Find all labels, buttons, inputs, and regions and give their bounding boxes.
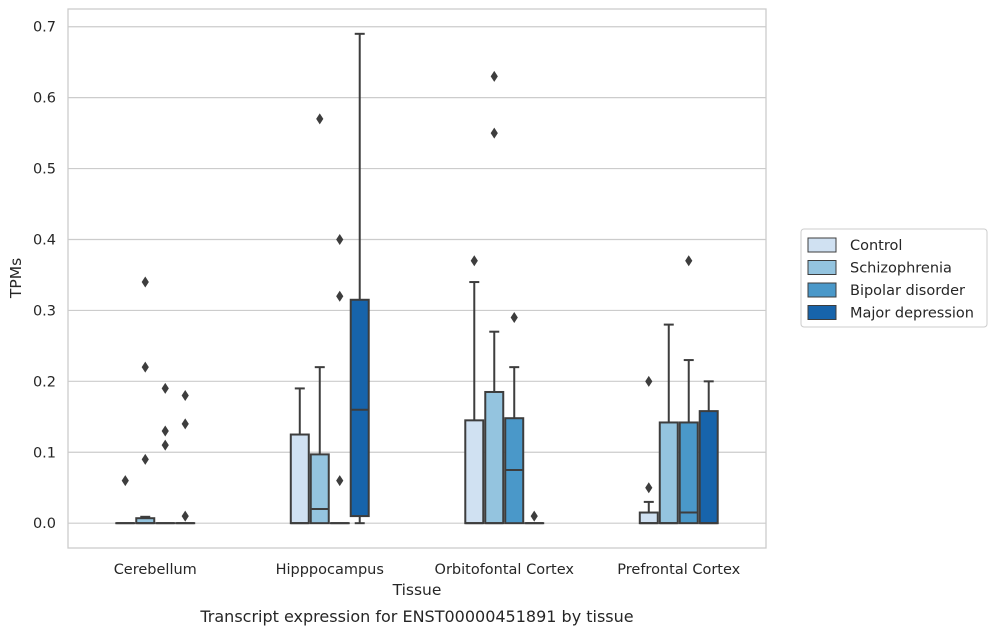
x-tick-label: Cerebellum: [114, 562, 197, 578]
box-body: [660, 422, 678, 523]
y-tick-label: 0.6: [33, 91, 56, 107]
box-body: [351, 300, 369, 516]
box-schizophrenia: [136, 277, 154, 524]
box-body: [465, 420, 483, 523]
y-tick-label: 0.1: [33, 445, 56, 461]
box-major-depression: [525, 511, 543, 524]
outlier-point: [182, 418, 189, 429]
box-layer: [116, 34, 717, 523]
box-schizophrenia: [660, 325, 678, 524]
outlier-point: [531, 511, 538, 522]
y-tick-label: 0.4: [33, 232, 56, 248]
x-tick-label: Orbitofontal Cortex: [435, 562, 575, 578]
box-bipolar-disorder: [680, 255, 698, 523]
box-control: [116, 475, 134, 523]
outlier-point: [491, 71, 498, 82]
outlier-point: [142, 277, 149, 288]
box-major-depression: [700, 381, 718, 523]
outlier-point: [182, 390, 189, 401]
legend-swatch: [808, 261, 836, 275]
outlier-point: [645, 482, 652, 493]
outlier-point: [685, 255, 692, 266]
y-tick-label: 0.0: [33, 516, 56, 532]
legend: Control Schizophrenia Bipolar disorder Majo…: [801, 229, 987, 327]
box-body: [485, 392, 503, 523]
legend-label: Schizophrenia: [850, 261, 952, 277]
legend-swatch: [808, 283, 836, 297]
chart-caption: Transcript expression for ENST0000045189…: [199, 607, 633, 626]
outlier-point: [491, 128, 498, 139]
box-bipolar-disorder: [156, 383, 174, 523]
box-control: [465, 255, 483, 523]
legend-label: Control: [850, 238, 902, 254]
box-major-depression: [176, 390, 194, 523]
outlier-point: [336, 234, 343, 245]
x-tick-label: Prefrontal Cortex: [617, 562, 740, 578]
outlier-point: [471, 255, 478, 266]
box-control: [640, 376, 658, 523]
legend-swatch: [808, 238, 836, 252]
outlier-point: [336, 475, 343, 486]
legend-swatch: [808, 306, 836, 320]
box-body: [680, 422, 698, 523]
box-body: [640, 513, 658, 524]
y-tick-label: 0.2: [33, 374, 56, 390]
box-body: [291, 435, 309, 524]
box-schizophrenia: [485, 71, 503, 523]
box-major-depression: [351, 34, 369, 523]
box-schizophrenia: [311, 113, 329, 523]
y-tick-labels: 0.0 0.1 0.2 0.3 0.4 0.5 0.6 0.7: [33, 20, 56, 532]
outlier-point: [162, 440, 169, 451]
y-tick-label: 0.3: [33, 303, 56, 319]
legend-label: Bipolar disorder: [850, 283, 965, 299]
x-tick-labels: Cerebellum Hipppocampus Orbitofontal Corte…: [114, 562, 741, 578]
outlier-point: [142, 454, 149, 465]
legend-label: Major depression: [850, 306, 974, 322]
box-bipolar-disorder: [505, 312, 523, 523]
x-axis-label: Tissue: [392, 581, 442, 599]
outlier-point: [511, 312, 518, 323]
outlier-point: [142, 362, 149, 373]
outlier-point: [182, 511, 189, 522]
box-bipolar-disorder: [331, 234, 349, 523]
box-body: [311, 454, 329, 523]
x-tick-label: Hipppocampus: [276, 562, 384, 578]
outlier-point: [162, 383, 169, 394]
y-axis-label: TPMs: [7, 258, 25, 299]
box-body: [700, 411, 718, 523]
outlier-point: [645, 376, 652, 387]
y-tick-label: 0.5: [33, 162, 56, 178]
outlier-point: [336, 291, 343, 302]
y-tick-label: 0.7: [33, 20, 56, 36]
box-control: [291, 388, 309, 523]
outlier-point: [122, 475, 129, 486]
outlier-point: [162, 425, 169, 436]
outlier-point: [316, 113, 323, 124]
